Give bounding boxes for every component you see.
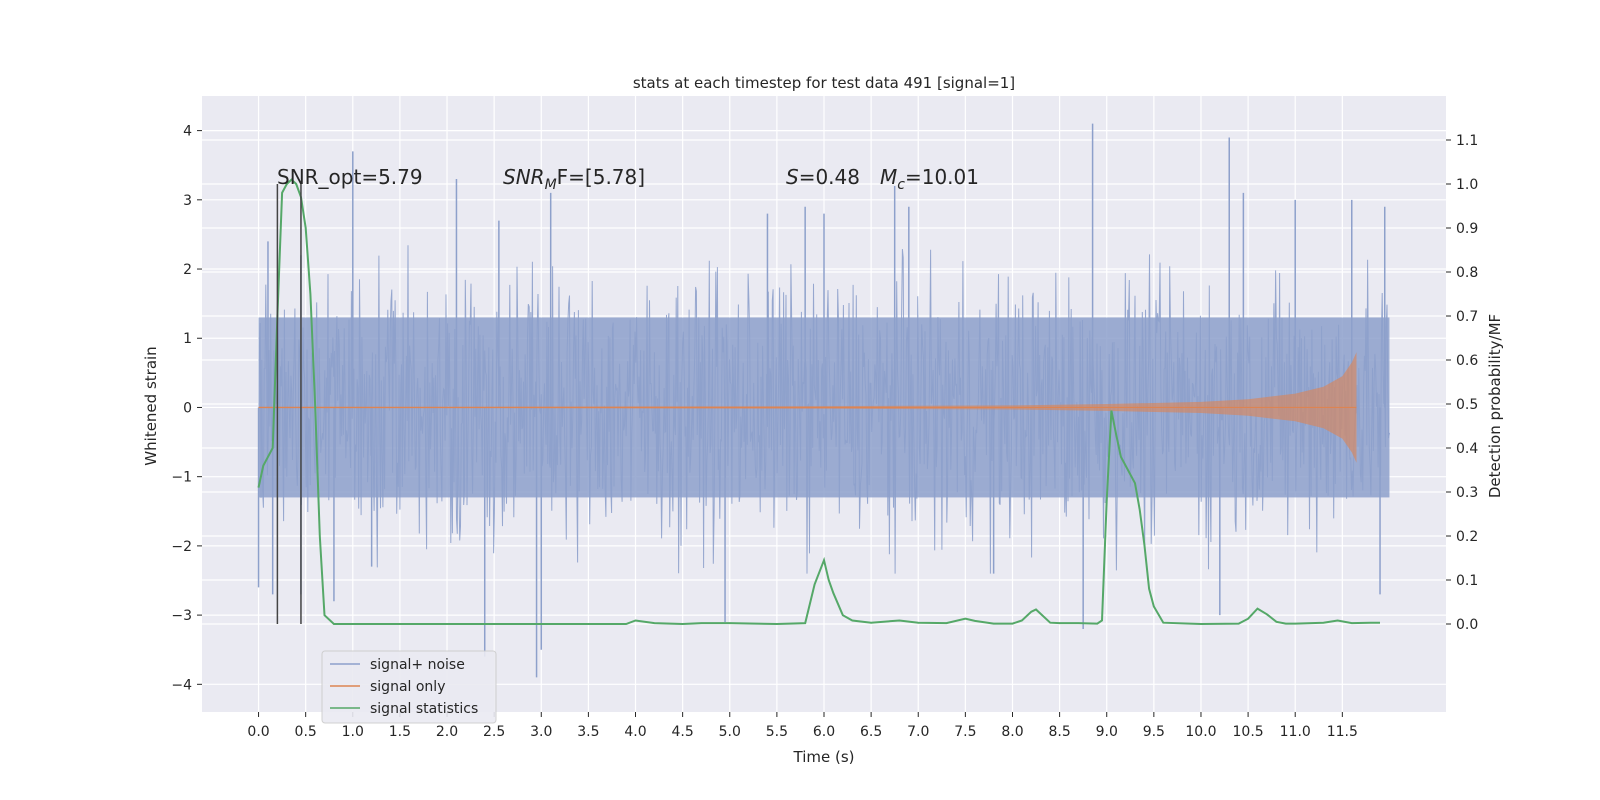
annotation-mc-rest: =10.01: [905, 165, 979, 189]
y-right-tick-label: 0.1: [1456, 573, 1478, 589]
y-axis-right-label: Detection probability/MF: [1486, 314, 1504, 498]
x-tick-label: 1.5: [389, 724, 411, 740]
y-axis-right: 0.0 0.1 0.2 0.3 0.4 0.5 0.6 0.7 0.8 0.9 1.0 1.1: [1446, 133, 1478, 633]
y-right-tick-label: 1.1: [1456, 133, 1478, 149]
y-right-tick-label: 1.0: [1456, 177, 1478, 193]
x-tick-label: 7.5: [954, 724, 976, 740]
chart-title: stats at each timestep for test data 491…: [633, 74, 1015, 92]
y-right-tick-label: 0.6: [1456, 353, 1478, 369]
x-tick-label: 4.5: [672, 724, 694, 740]
x-tick-label: 9.5: [1143, 724, 1165, 740]
x-tick-label: 11.5: [1327, 724, 1358, 740]
x-tick-label: 6.0: [813, 724, 835, 740]
legend: signal+ noise signal only signal statist…: [321, 650, 497, 724]
y-axis-label: Whitened strain: [142, 346, 160, 465]
y-right-tick-label: 0.8: [1456, 265, 1478, 281]
annotation-mc-main: M: [880, 165, 897, 189]
x-tick-label: 10.0: [1185, 724, 1216, 740]
y-tick-label: 1: [183, 331, 192, 347]
y-tick-label: −4: [171, 677, 192, 693]
legend-label-signal-statistics: signal statistics: [370, 701, 478, 717]
annotation-s-rest: =0.48: [799, 165, 860, 189]
legend-label-signal-noise: signal+ noise: [370, 657, 465, 673]
x-tick-label: 9.0: [1096, 724, 1118, 740]
x-tick-label: 0.0: [247, 724, 269, 740]
annotation-s-main: S: [786, 165, 799, 189]
signal-statistics-series: [257, 178, 1380, 626]
x-tick-label: 5.0: [719, 724, 741, 740]
annotation-snr-mf: SNRMF=[5.78]: [503, 165, 645, 193]
y-right-tick-label: 0.2: [1456, 529, 1478, 545]
x-tick-label: 8.0: [1001, 724, 1023, 740]
y-right-tick-label: 0.3: [1456, 485, 1478, 501]
y-tick-label: 4: [183, 124, 192, 140]
x-tick-label: 0.5: [295, 724, 317, 740]
x-tick-label: 5.5: [766, 724, 788, 740]
legend-label-signal-only: signal only: [370, 679, 445, 695]
x-tick-label: 4.0: [624, 724, 646, 740]
y-tick-label: −2: [171, 539, 192, 555]
legend-box: [321, 650, 497, 724]
y-tick-label: 3: [183, 193, 192, 209]
x-tick-label: 11.0: [1280, 724, 1311, 740]
x-tick-label: 3.5: [577, 724, 599, 740]
signal-only-series: [258, 352, 1357, 463]
y-right-tick-label: 0.4: [1456, 441, 1478, 457]
annotation-snr-mf-sub: M: [545, 177, 557, 193]
x-tick-label: 2.5: [483, 724, 505, 740]
x-tick-label: 8.5: [1048, 724, 1070, 740]
annotation-snr-mf-rest: F=[5.78]: [557, 165, 645, 189]
x-tick-label: 1.0: [342, 724, 364, 740]
y-tick-label: 0: [183, 400, 192, 416]
y-right-tick-label: 0.5: [1456, 397, 1478, 413]
y-tick-label: 2: [183, 262, 192, 278]
y-right-tick-label: 0.9: [1456, 221, 1478, 237]
x-tick-label: 7.0: [907, 724, 929, 740]
x-tick-label: 3.0: [530, 724, 552, 740]
x-tick-label: 6.5: [860, 724, 882, 740]
y-tick-label: −3: [171, 608, 192, 624]
signal-statistics-line: [257, 178, 1380, 626]
annotation-snr-mf-main: SNR: [503, 165, 545, 189]
vertical-markers: [276, 184, 302, 624]
x-axis-label: Time (s): [793, 748, 855, 766]
annotation-mc: Mc=10.01: [880, 165, 979, 193]
annotation-mc-sub: c: [897, 177, 905, 193]
annotation-s: S=0.48: [786, 165, 860, 189]
y-right-tick-label: 0.7: [1456, 309, 1478, 325]
annotation-snr-opt: SNR_opt=5.79: [277, 165, 423, 189]
x-axis: 0.0 0.5 1.0 1.5 2.0 2.5 3.0 3.5 4.0 4.5 5.0 5.5 6.0 6…: [247, 712, 1358, 740]
y-axis-left: −4 −3 −2 −1 0 1 2 3 4: [171, 124, 202, 693]
annotations: SNR_opt=5.79 SNRMF=[5.78] S=0.48 Mc=10.0…: [277, 165, 979, 193]
y-right-tick-label: 0.0: [1456, 617, 1478, 633]
x-tick-label: 10.5: [1233, 724, 1264, 740]
x-tick-label: 2.0: [436, 724, 458, 740]
y-tick-label: −1: [171, 470, 192, 486]
